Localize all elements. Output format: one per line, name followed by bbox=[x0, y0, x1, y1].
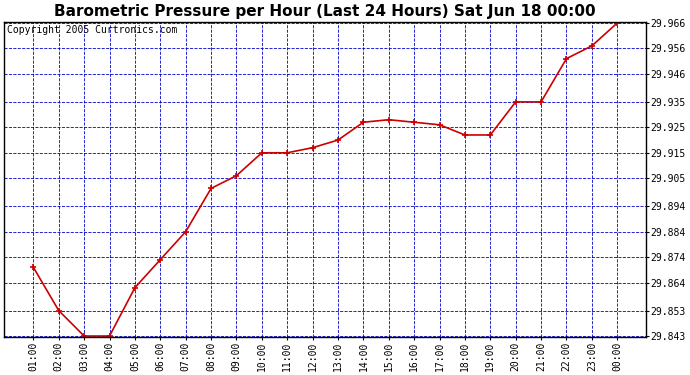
Title: Barometric Pressure per Hour (Last 24 Hours) Sat Jun 18 00:00: Barometric Pressure per Hour (Last 24 Ho… bbox=[55, 4, 596, 19]
Text: Copyright 2005 Curtronics.com: Copyright 2005 Curtronics.com bbox=[8, 25, 178, 35]
